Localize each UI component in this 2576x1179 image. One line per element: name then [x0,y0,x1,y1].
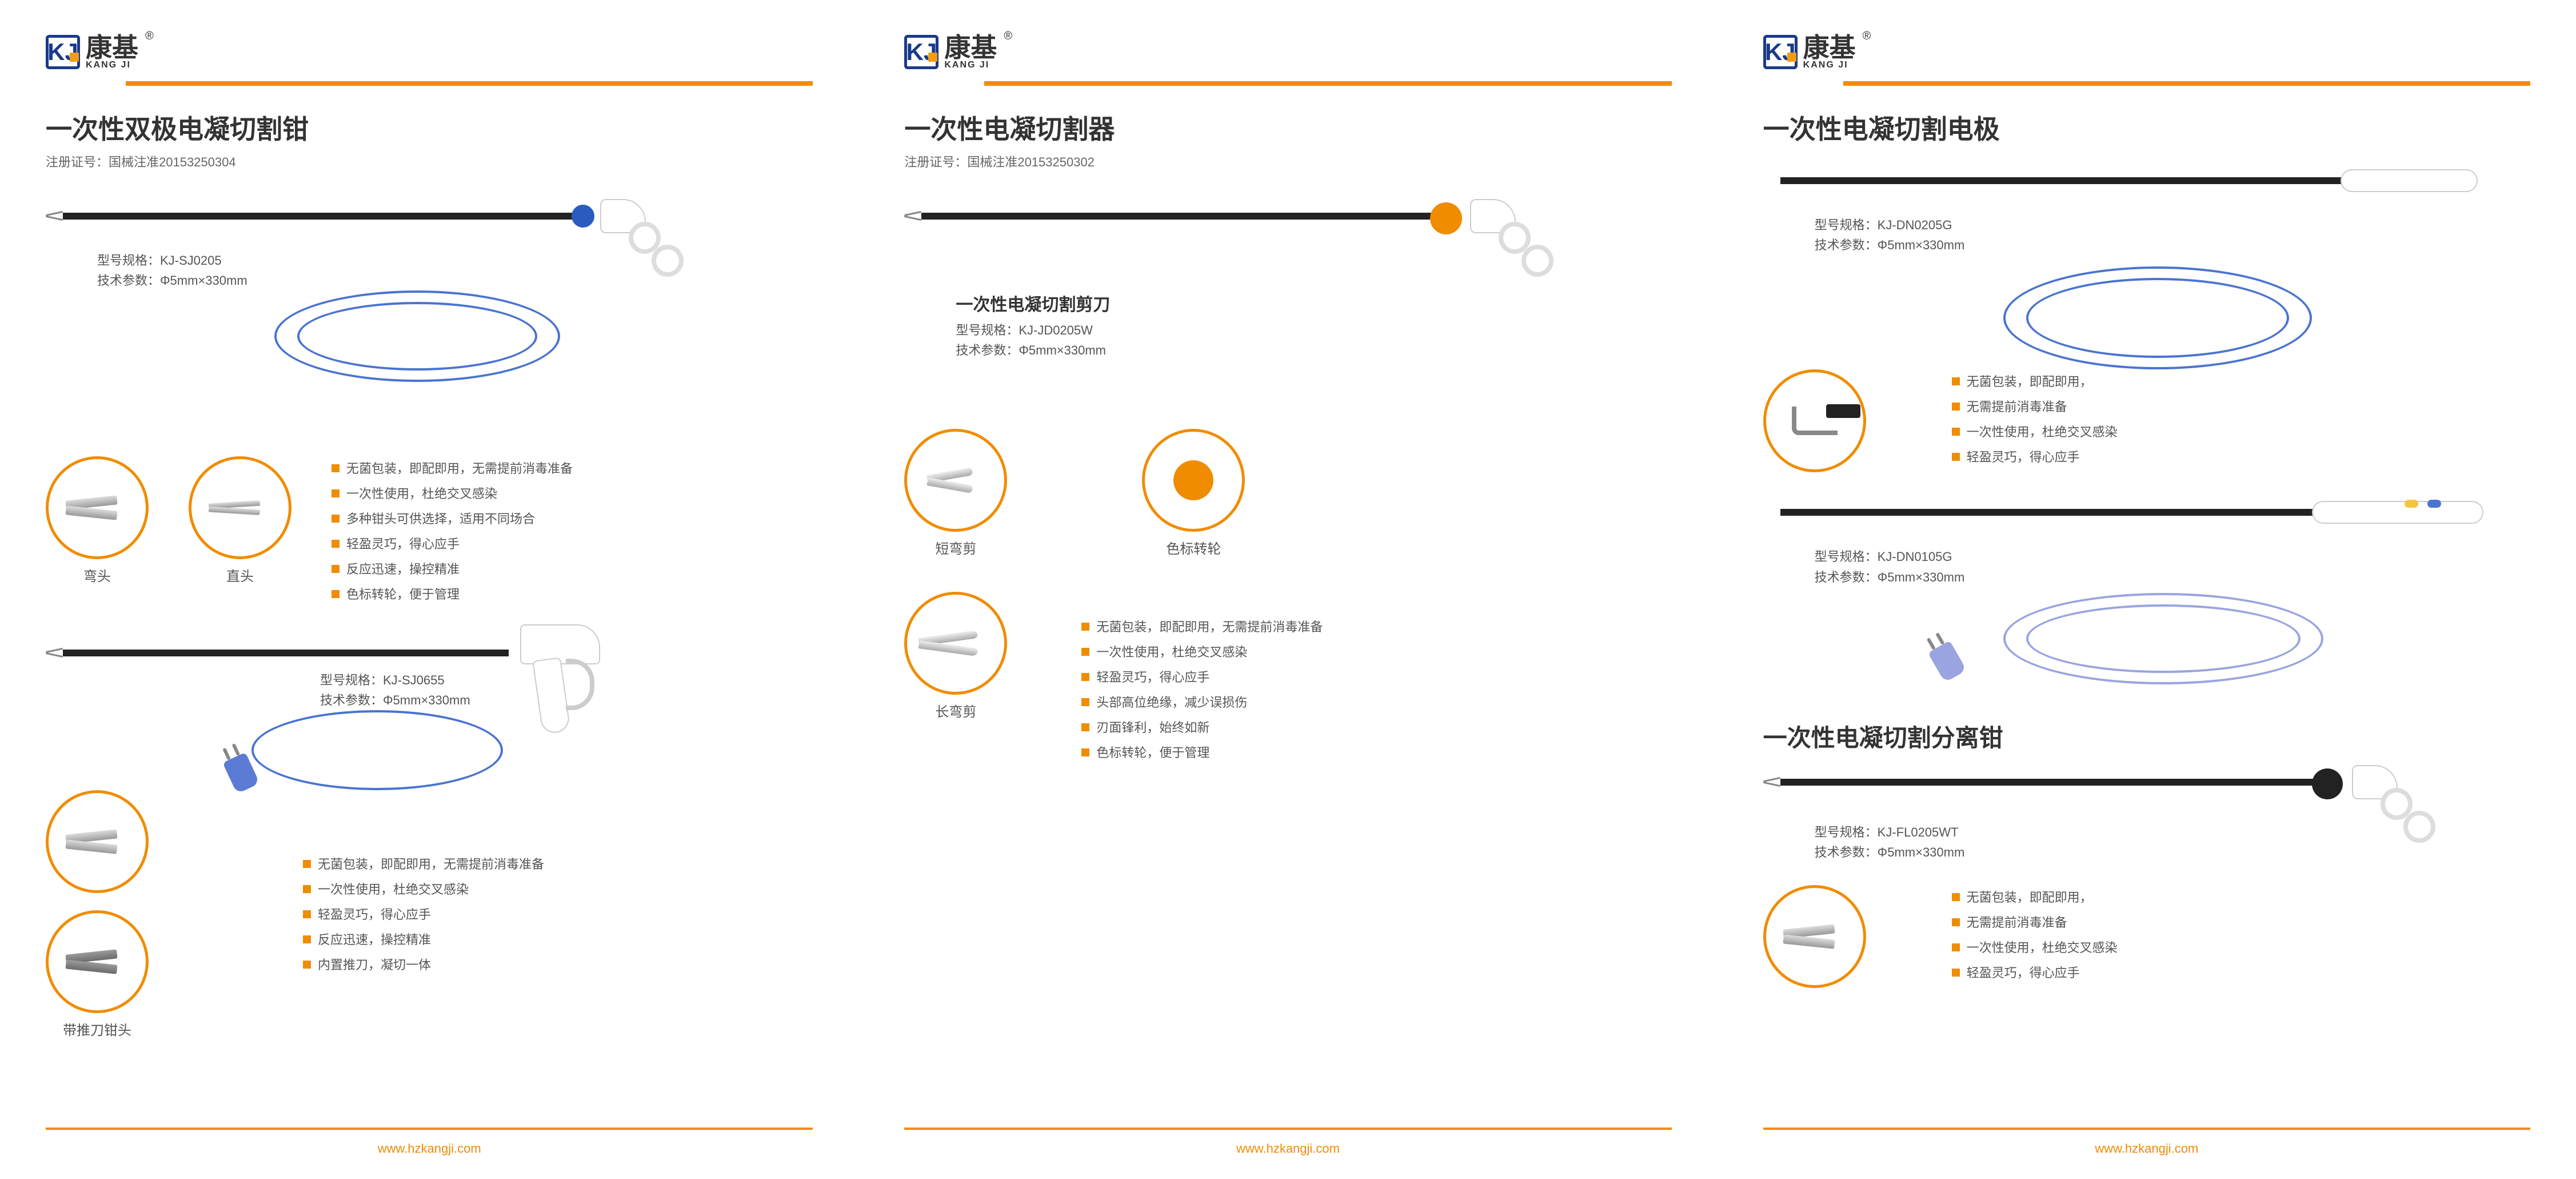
product6-illus [1763,759,2530,851]
product4-illus [1763,158,2530,209]
feature-item: 轻盈灵巧，得心应手 [1081,665,1323,690]
panel2-title: 一次性电凝切割器 [904,109,1671,146]
feature-item: 轻盈灵巧，得心应手 [1952,445,2118,470]
panel-2: KJ康基KANG JI® 一次性电凝切割器 注册证号：国械注准201532503… [858,0,1717,1179]
feature-item: 无需提前消毒准备 [1952,910,2118,935]
detail-circle: 色标转轮 [1081,429,1305,557]
feature-list-4: 无菌包装，即配即用，无需提前消毒准备一次性使用，杜绝交叉感染轻盈灵巧，得心应手 [1952,369,2118,470]
detail-circle: 弯头 [46,456,149,585]
panel-1: KJ 康基 KANG JI ® 一次性双极电凝切割钳 注册证号：国械注准2015… [0,0,858,1179]
footer-url: www.hzkangji.com [46,1128,813,1156]
feature-item: 一次性使用，杜绝交叉感染 [332,481,573,507]
p1-spec: 型号规格：KJ-SJ0205技术参数：Φ5mm×330mm [97,250,247,290]
panel3-title1: 一次性电凝切割电极 [1763,109,2530,146]
logo: KJ 康基 KANG JI [46,34,138,70]
feature-item: 反应迅速，操控精准 [303,927,544,953]
feature-item: 无菌包装，即配即用，无需提前消毒准备 [332,456,573,481]
feature-item: 无需提前消毒准备 [1952,395,2118,420]
header-rule [126,81,813,86]
footer-url: www.hzkangji.com [1763,1128,2530,1156]
product5-illus [1763,489,2530,541]
feature-item: 内置推刀，凝切一体 [303,953,544,978]
panel2-reg: 注册证号：国械注准20153250302 [904,152,1671,170]
feature-item: 刃面锋利，始终如新 [1081,715,1323,740]
panel3-title2: 一次性电凝切割分离钳 [1763,719,2530,754]
feature-item: 反应迅速，操控精准 [332,557,573,582]
feature-item: 轻盈灵巧，得心应手 [1952,961,2118,986]
feature-item: 无菌包装，即配即用， [1952,885,2118,910]
detail-circle [46,790,149,893]
reg-mark: ® [145,30,154,43]
detail-circle [1763,885,1866,988]
footer-url: www.hzkangji.com [904,1128,1671,1156]
feature-item: 色标转轮，便于管理 [332,582,573,607]
product3-illus [904,193,1671,308]
detail-circle: 长弯剪 [904,592,1007,720]
feature-item: 一次性使用，杜绝交叉感染 [303,877,544,902]
feature-item: 多种钳头可供选择，适用不同场合 [332,507,573,532]
feature-item: 色标转轮，便于管理 [1081,740,1323,766]
feature-item: 头部高位绝缘，减少误损伤 [1081,690,1323,715]
logo-en: KANG JI [86,61,138,70]
detail-circle: 带推刀钳头 [46,910,149,1039]
feature-item: 一次性使用，杜绝交叉感染 [1952,935,2118,961]
feature-item: 轻盈灵巧，得心应手 [332,532,573,557]
logo-cn: 康基 [86,34,138,61]
panel1-title: 一次性双极电凝切割钳 [46,109,813,146]
trifold: KJ 康基 KANG JI ® 一次性双极电凝切割钳 注册证号：国械注准2015… [0,0,2576,1179]
header: KJ 康基 KANG JI ® [46,34,813,70]
feature-item: 无菌包装，即配即用， [1952,369,2118,395]
feature-list-1: 无菌包装，即配即用，无需提前消毒准备一次性使用，杜绝交叉感染多种钳头可供选择，适… [332,456,573,607]
feature-list-5: 无菌包装，即配即用，无需提前消毒准备一次性使用，杜绝交叉感染轻盈灵巧，得心应手 [1952,885,2118,986]
feature-item: 一次性使用，杜绝交叉感染 [1952,420,2118,445]
feature-list-2: 无菌包装，即配即用，无需提前消毒准备一次性使用，杜绝交叉感染轻盈灵巧，得心应手反… [303,852,544,978]
detail-circle: 短弯剪 [904,429,1007,557]
feature-item: 一次性使用，杜绝交叉感染 [1081,640,1323,665]
logo-mark: KJ [46,35,80,69]
detail-circle: 直头 [189,456,291,585]
detail-circle [1763,369,1866,472]
panel1-reg: 注册证号：国械注准20153250304 [46,152,813,170]
panel-3: KJ康基KANG JI® 一次性电凝切割电极 型号规格：KJ-DN0205G技术… [1718,0,2576,1179]
feature-item: 无菌包装，即配即用，无需提前消毒准备 [303,852,544,877]
feature-item: 无菌包装，即配即用，无需提前消毒准备 [1081,615,1323,640]
feature-item: 轻盈灵巧，得心应手 [303,902,544,927]
feature-list-3: 无菌包装，即配即用，无需提前消毒准备一次性使用，杜绝交叉感染轻盈灵巧，得心应手头… [1081,615,1323,766]
product2-illus: 型号规格：KJ-SJ0655技术参数：Φ5mm×330mm [46,630,813,779]
